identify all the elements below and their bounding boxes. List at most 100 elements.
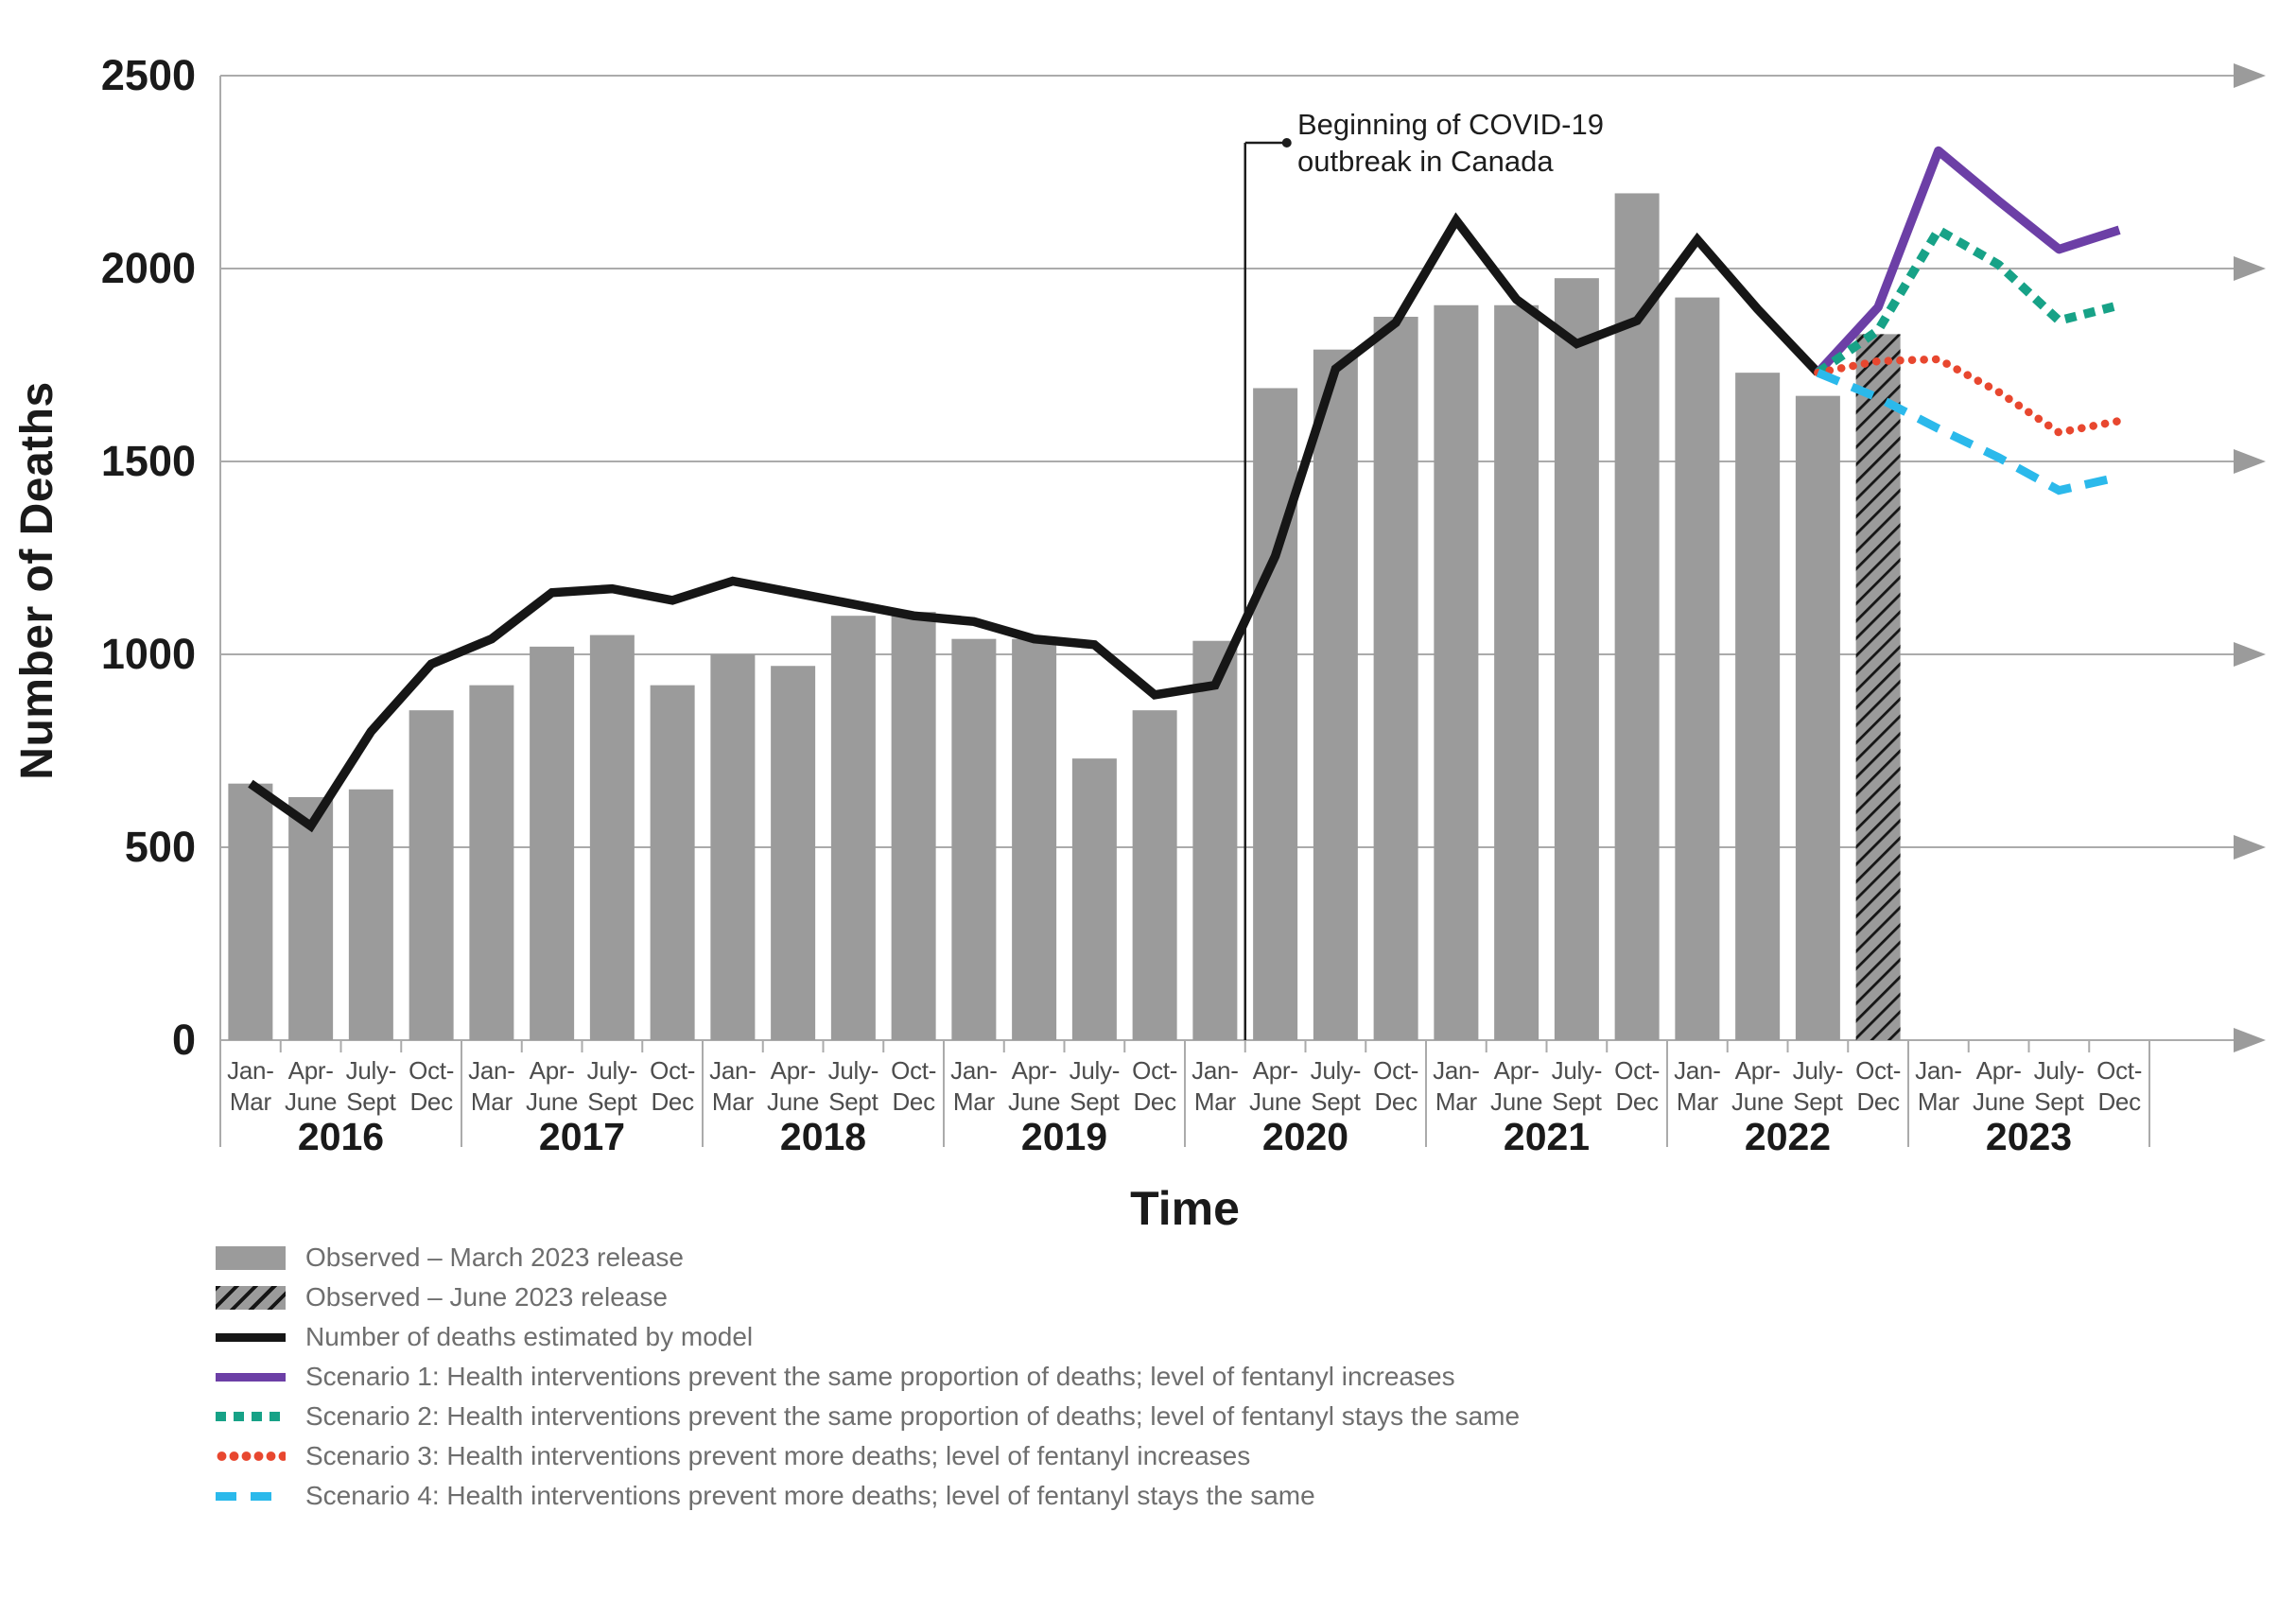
x-axis-quarter-label: Oct- Dec xyxy=(1614,1056,1661,1116)
bar-observed xyxy=(1554,278,1599,1040)
x-axis-year-label: 2019 xyxy=(1020,1115,1108,1158)
covid-marker-dot-icon xyxy=(1281,138,1292,148)
legend-swatch-rect-hatch xyxy=(216,1285,286,1310)
x-axis-year-label: 2018 xyxy=(779,1115,867,1158)
legend-swatch-dot-red xyxy=(216,1451,286,1461)
bar-observed xyxy=(650,685,695,1040)
bar-observed xyxy=(1373,317,1418,1040)
bar-observed xyxy=(1012,638,1057,1040)
gridline-arrow-icon xyxy=(2234,449,2266,474)
x-axis-quarter-label: Jan- Mar xyxy=(1191,1056,1239,1116)
legend-item: Number of deaths estimated by model xyxy=(216,1317,2012,1357)
x-axis-quarter-label: Apr- June xyxy=(1973,1056,2026,1116)
bar-observed xyxy=(1675,297,1720,1041)
x-axis-quarter-label: Jan- Mar xyxy=(468,1056,515,1116)
x-axis-quarter-label: Jan- Mar xyxy=(227,1056,274,1116)
x-axis-year-label: 2023 xyxy=(1985,1115,2073,1158)
x-axis-quarter-label: July- Sept xyxy=(1069,1056,1121,1116)
x-axis-quarter-label: Jan- Mar xyxy=(1674,1056,1721,1116)
legend-swatch-rect-solid xyxy=(216,1245,286,1270)
gridline-arrow-icon xyxy=(2234,1028,2266,1052)
legend-item: Scenario 1: Health interventions prevent… xyxy=(216,1357,2012,1397)
covid-annotation-line2: outbreak in Canada xyxy=(1297,145,1554,178)
y-axis-tick-label: 1000 xyxy=(100,630,196,678)
bar-observed xyxy=(1494,304,1539,1040)
bar-observed xyxy=(1614,193,1660,1040)
x-axis-quarter-label: Apr- June xyxy=(1490,1056,1543,1116)
bar-observed xyxy=(288,796,334,1040)
bar-observed xyxy=(891,612,936,1040)
legend-item: Observed – June 2023 release xyxy=(216,1277,2012,1317)
legend: Observed – March 2023 release Observed – … xyxy=(216,1238,2012,1516)
gridline-arrow-icon xyxy=(2234,835,2266,860)
model-line xyxy=(248,212,1821,833)
legend-item-label: Scenario 4: Health interventions prevent… xyxy=(305,1481,1315,1510)
bar-observed xyxy=(1192,640,1238,1040)
bar-observed xyxy=(1132,710,1177,1040)
scenario1-line xyxy=(1814,146,2121,376)
covid-annotation-line1: Beginning of COVID-19 xyxy=(1297,108,1604,141)
bar-observed xyxy=(1313,349,1358,1040)
legend-item-label: Number of deaths estimated by model xyxy=(305,1322,754,1351)
x-axis-year-label: 2017 xyxy=(538,1115,626,1158)
x-axis-quarter-label: July- Sept xyxy=(586,1056,638,1116)
x-axis-quarter-label: Apr- June xyxy=(1731,1056,1784,1116)
bar-observed xyxy=(710,654,756,1040)
x-axis-quarter-label: Jan- Mar xyxy=(950,1056,998,1116)
x-axis-quarter-label: Jan- Mar xyxy=(709,1056,757,1116)
gridline-arrow-icon xyxy=(2234,63,2266,88)
y-axis-tick-label: 0 xyxy=(171,1016,196,1064)
bar-observed xyxy=(1253,388,1298,1041)
bar-observed xyxy=(228,783,273,1040)
legend-swatch-sqdot-green xyxy=(216,1412,286,1421)
x-axis-quarter-label: Oct- Dec xyxy=(1855,1056,1902,1116)
legend-item: Observed – March 2023 release xyxy=(216,1238,2012,1277)
bar-observed-june xyxy=(1855,334,1901,1040)
legend-swatch-line-purple xyxy=(216,1372,286,1382)
scenario4-line xyxy=(1816,369,2121,495)
x-axis-quarter-label: Apr- June xyxy=(1008,1056,1061,1116)
y-axis-tick-label: 2500 xyxy=(100,51,196,99)
legend-item: Scenario 4: Health interventions prevent… xyxy=(216,1476,2012,1516)
x-axis-quarter-label: July- Sept xyxy=(2033,1056,2085,1116)
bar-observed xyxy=(771,666,816,1040)
legend-item: Scenario 2: Health interventions prevent… xyxy=(216,1397,2012,1436)
bar-observed xyxy=(830,616,876,1040)
legend-item-label: Scenario 1: Health interventions prevent… xyxy=(305,1362,1455,1391)
bar-observed xyxy=(530,646,575,1040)
x-axis-year-label: 2021 xyxy=(1503,1115,1591,1158)
x-axis-quarter-label: Jan- Mar xyxy=(1433,1056,1480,1116)
x-axis-quarter-label: Jan- Mar xyxy=(1915,1056,1962,1116)
x-axis-year-label: 2020 xyxy=(1261,1115,1349,1158)
x-axis-quarter-label: Oct- Dec xyxy=(1132,1056,1178,1116)
x-axis-quarter-label: Oct- Dec xyxy=(2096,1056,2143,1116)
x-axis-quarter-label: Oct- Dec xyxy=(650,1056,696,1116)
legend-item-label: Scenario 3: Health interventions prevent… xyxy=(305,1441,1251,1470)
y-axis-tick-label: 2000 xyxy=(100,244,196,292)
x-axis-quarter-label: July- Sept xyxy=(345,1056,397,1116)
y-axis-tick-label: 500 xyxy=(124,823,196,871)
bar-observed xyxy=(1434,304,1479,1040)
x-axis-quarter-label: Apr- June xyxy=(526,1056,579,1116)
bar-observed xyxy=(1735,373,1781,1040)
x-axis-title: Time xyxy=(1130,1182,1240,1235)
x-axis-quarter-label: July- Sept xyxy=(1551,1056,1603,1116)
bar-observed xyxy=(348,789,393,1040)
bar-observed xyxy=(409,710,454,1040)
x-axis-quarter-label: Oct- Dec xyxy=(409,1056,455,1116)
legend-item-label: Observed – March 2023 release xyxy=(305,1243,684,1272)
legend-swatch-dash-cyan xyxy=(216,1491,286,1501)
x-axis-quarter-label: July- Sept xyxy=(1310,1056,1362,1116)
x-axis-year-label: 2016 xyxy=(297,1115,385,1158)
x-axis-quarter-label: Oct- Dec xyxy=(891,1056,937,1116)
bar-observed xyxy=(1795,395,1840,1040)
legend-swatch-line-black xyxy=(216,1332,286,1342)
covid-annotation: Beginning of COVID-19 outbreak in Canada xyxy=(1297,106,1604,180)
gridline-arrow-icon xyxy=(2234,256,2266,281)
y-axis-tick-label: 1500 xyxy=(100,437,196,485)
gridline-arrow-icon xyxy=(2234,642,2266,667)
x-axis-quarter-label: July- Sept xyxy=(1792,1056,1844,1116)
x-axis-quarter-label: Oct- Dec xyxy=(1373,1056,1419,1116)
